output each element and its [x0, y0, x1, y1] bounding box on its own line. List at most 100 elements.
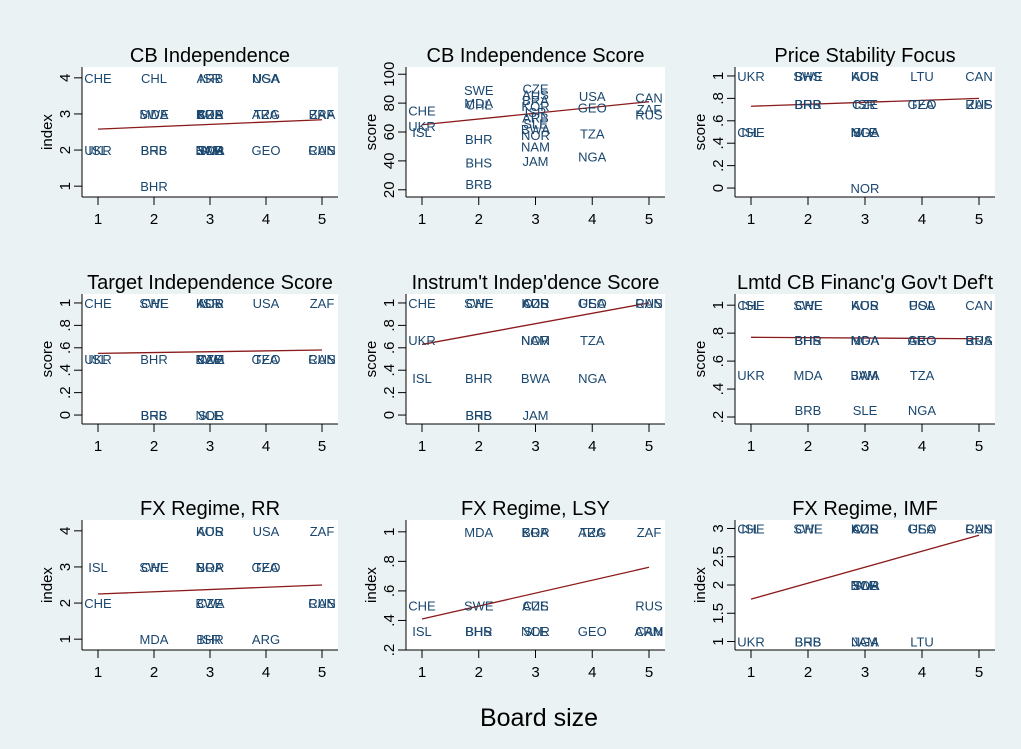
panel: CB Independence Score 1 2 3 4 5 20 40 60 80 100 sco… — [363, 45, 665, 228]
y-tick-label: 20 — [381, 181, 398, 198]
point-label: CZE — [852, 97, 878, 112]
point-label: NGA — [578, 371, 607, 386]
y-tick-label: 2 — [57, 146, 74, 154]
point-label: BRA — [522, 525, 549, 540]
x-tick-label: 3 — [531, 438, 539, 455]
point-label: AUS — [522, 296, 549, 311]
point-label: BHR — [196, 632, 223, 647]
point-label: TZA — [254, 352, 279, 367]
panel: Lmtd CB Financ'g Gov't Def't 1 2 3 4 5 .2 .4 .6.… — [692, 272, 995, 455]
fit-line — [750, 336, 980, 340]
y-tick-label: .6 — [710, 355, 727, 368]
point-label: BHS — [795, 635, 822, 650]
y-tick-label: .2 — [381, 386, 398, 399]
y-tick-label: 2 — [710, 581, 727, 589]
point-label: NGA — [851, 333, 880, 348]
point-label: ISL — [741, 125, 761, 140]
point-label: AUS — [197, 107, 224, 122]
point-label: BWA — [850, 578, 879, 593]
point-label: BRB — [141, 143, 168, 158]
point-label: CHE — [737, 125, 765, 140]
point-label: BHR — [465, 132, 492, 147]
y-tick-label: 2 — [57, 599, 74, 607]
plot-area — [735, 520, 995, 650]
point-label: NOR — [196, 560, 225, 575]
point-label: BHR — [140, 352, 167, 367]
point-label: SWE — [139, 296, 169, 311]
point-label: ZAF — [310, 524, 335, 539]
x-tick-label: 5 — [318, 664, 326, 681]
point-label: CAN — [965, 298, 992, 313]
point-label: BRB — [795, 403, 822, 418]
y-axis-title: score — [363, 341, 380, 378]
point-label: BWA — [195, 352, 224, 367]
panel-title: FX Regime, LSY — [461, 498, 610, 520]
point-label: KOR — [851, 298, 879, 313]
y-tick-label: .6 — [57, 342, 74, 355]
x-tick-label: 3 — [531, 211, 539, 228]
y-tick-label: .6 — [710, 115, 727, 128]
x-tick-label: 2 — [150, 211, 158, 228]
point-label: TZA — [580, 333, 605, 348]
y-axis-title: index — [363, 567, 380, 603]
point-label: KOR — [521, 296, 549, 311]
point-label: AUS — [852, 521, 879, 536]
point-label: ISR — [199, 296, 221, 311]
point-label: GEO — [578, 100, 607, 115]
point-label: CZE — [852, 521, 878, 536]
point-label: ZAF — [637, 525, 662, 540]
point-label: AUS — [522, 599, 549, 614]
point-label: UKR — [84, 143, 111, 158]
point-label: SWE — [139, 560, 169, 575]
point-label: GEO — [908, 97, 937, 112]
point-label: ARM — [635, 624, 664, 639]
point-label: ARG — [252, 107, 280, 122]
point-label: JAM — [852, 635, 878, 650]
point-label: ISR — [199, 71, 221, 86]
point-label: CHE — [737, 521, 765, 536]
point-label: AUS — [852, 69, 879, 84]
point-label: BHS — [465, 624, 492, 639]
panel: Price Stability Focus 1 2 3 4 5 0 .2 .4 .6 .8 1 scor… — [692, 45, 995, 228]
y-tick-label: 60 — [381, 124, 398, 141]
point-label: RUS — [308, 143, 336, 158]
y-axis-title: score — [39, 341, 56, 378]
point-label: UKR — [408, 333, 435, 348]
plot-area — [735, 294, 995, 424]
point-label: GEO — [578, 296, 607, 311]
point-label: KOR — [851, 69, 879, 84]
point-label: RUS — [965, 333, 993, 348]
point-label: CHE — [408, 103, 436, 118]
point-label: BWA — [521, 122, 550, 137]
plot-area — [82, 520, 338, 650]
point-label: BHR — [794, 97, 821, 112]
fit-line — [97, 119, 323, 130]
y-tick-label: .2 — [381, 644, 398, 657]
x-tick-label: 2 — [475, 438, 483, 455]
point-label: JAM — [523, 154, 549, 169]
point-label: KOR — [521, 99, 549, 114]
panel-title: CB Independence — [130, 45, 290, 67]
point-label: NOR — [521, 333, 550, 348]
y-tick-label: 1 — [57, 299, 74, 307]
point-label: ARB — [197, 71, 224, 86]
point-label: ISL — [412, 624, 432, 639]
point-label: JAM — [852, 368, 878, 383]
point-label: USA — [579, 89, 606, 104]
x-tick-label: 5 — [645, 664, 653, 681]
y-axis-title: index — [692, 567, 709, 603]
y-tick-label: .4 — [710, 137, 727, 150]
point-label: BRA — [522, 93, 549, 108]
fit-line — [421, 101, 650, 126]
point-label: GEO — [252, 143, 281, 158]
y-tick-label: 40 — [381, 153, 398, 170]
y-axis-title: score — [692, 341, 709, 378]
point-label: SLE — [853, 578, 878, 593]
x-tick-label: 1 — [94, 211, 102, 228]
point-label: CZE — [197, 352, 223, 367]
y-tick-label: .4 — [381, 614, 398, 627]
point-label: RUS — [635, 599, 663, 614]
